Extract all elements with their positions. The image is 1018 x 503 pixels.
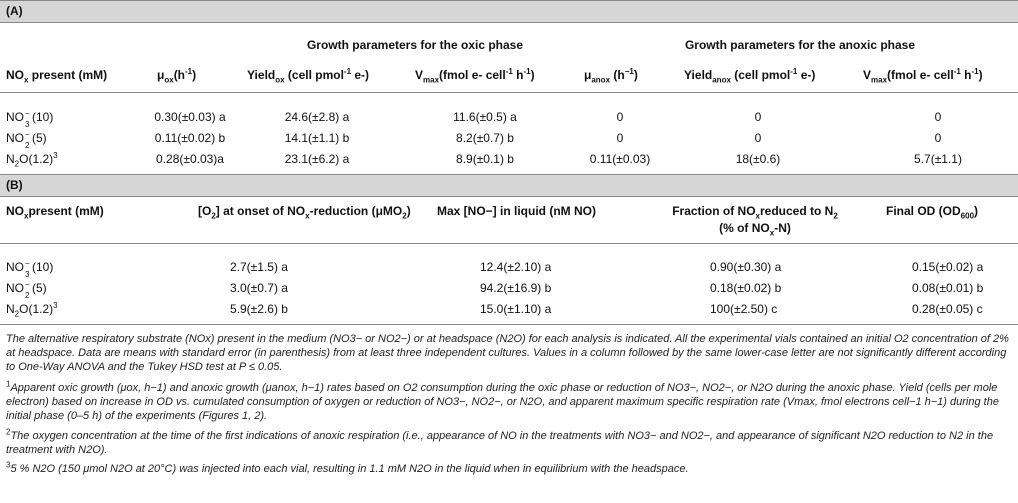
value-cell: 3.0(±0.7) a: [230, 281, 288, 295]
value-cell: 0: [934, 131, 942, 145]
value-cell: 18(±0.6): [735, 152, 781, 166]
col-header-max-no: Max [NO−] in liquid (nM NO): [437, 204, 596, 218]
footnote-2: 2The oxygen concentration at the time of…: [6, 427, 994, 456]
value-cell: 0: [616, 110, 624, 124]
panel-b-label: (B): [6, 178, 23, 192]
col-header-yield-ox: Yieldox (cell pmol-1 e-): [247, 67, 370, 85]
value-cell: 0.90(±0.30) a: [710, 260, 782, 274]
col-header-vmax-ox: Vmax(fmol e- cell-1 h-1): [415, 67, 535, 85]
value-cell: 0: [616, 131, 624, 145]
col-header-o2-onset: [O2] at onset of NOx-reduction (μMO2): [198, 204, 411, 221]
col-header-final-od: Final OD (OD600): [886, 204, 979, 221]
panel-b-band: (B): [0, 174, 1018, 197]
value-cell: 0.28(±0.03)a: [156, 152, 224, 166]
col-header-vmax-anox: Vmax(fmol e- cell-1 h-1): [863, 67, 983, 85]
value-cell: 11.6(±0.5) a: [453, 110, 517, 124]
value-cell: 23.1(±6.2) a: [284, 152, 350, 166]
species-cell: NO −2 (5): [6, 280, 47, 301]
footnote-3: 35 % N2O (150 μmol N2O at 20°C) was inje…: [6, 460, 689, 475]
header-rule-a: [0, 92, 1018, 93]
value-cell: 8.2(±0.7) b: [456, 131, 514, 145]
value-cell: 0.30(±0.03) a: [154, 110, 226, 124]
value-cell: 0: [754, 110, 762, 124]
value-cell: 24.6(±2.8) a: [284, 110, 350, 124]
value-cell: 0.08(±0.01) b: [912, 281, 984, 295]
value-cell: 0.28(±0.05) c: [912, 302, 983, 316]
species-cell: NO −3 (10): [6, 259, 54, 280]
value-cell: 0.11(±0.02) b: [154, 131, 226, 145]
footnote-1: 1Apparent oxic growth (μox, h−1) and ano…: [6, 379, 999, 422]
col-header-nox: NOx present (mM): [6, 68, 108, 85]
value-cell: 5.9(±2.6) b: [230, 302, 288, 316]
panel-a-label: (A): [6, 4, 23, 18]
group-header-oxic: Growth parameters for the oxic phase: [306, 38, 524, 52]
col-header-yield-anox: Yieldanox (cell pmol-1 e-): [684, 67, 816, 85]
value-cell: 100(±2.50) c: [710, 302, 778, 316]
table-bottom-rule: [0, 324, 1018, 325]
panel-a-band: (A): [0, 0, 1018, 23]
species-cell: N2O(1.2)3: [6, 301, 58, 319]
col-header-fraction: Fraction of NOxreduced to N2: [672, 204, 838, 221]
col-header-fraction-line2: (% of NOx-N): [719, 221, 791, 238]
species-cell: NO −3 (10): [6, 109, 54, 130]
value-cell: 12.4(±2.10) a: [480, 260, 552, 274]
species-cell: N2O(1.2)3: [6, 151, 58, 169]
col-header-mu-ox: μox(h-1): [157, 67, 197, 85]
col-header-mu-anox: μanox (h−1): [584, 67, 638, 85]
footnote-main: The alternative respiratory substrate (N…: [6, 333, 1009, 373]
value-cell: 0: [934, 110, 942, 124]
value-cell: 2.7(±1.5) a: [230, 260, 288, 274]
value-cell: 5.7(±1.1): [914, 152, 962, 166]
value-cell: 0.18(±0.02) b: [710, 281, 782, 295]
value-cell: 14.1(±1.1) b: [284, 131, 350, 145]
value-cell: 0: [754, 131, 762, 145]
group-header-anoxic: Growth parameters for the anoxic phase: [684, 38, 916, 52]
header-rule-b: [0, 243, 1018, 244]
value-cell: 94.2(±16.9) b: [480, 281, 552, 295]
value-cell: 0.15(±0.02) a: [912, 260, 984, 274]
species-cell: NO −2 (5): [6, 130, 47, 151]
value-cell: 8.9(±0.1) b: [456, 152, 514, 166]
value-cell: 15.0(±1.10) a: [480, 302, 552, 316]
col-header-nox-b: NOxpresent (mM): [6, 204, 104, 221]
value-cell: 0.11(±0.03): [589, 152, 651, 166]
